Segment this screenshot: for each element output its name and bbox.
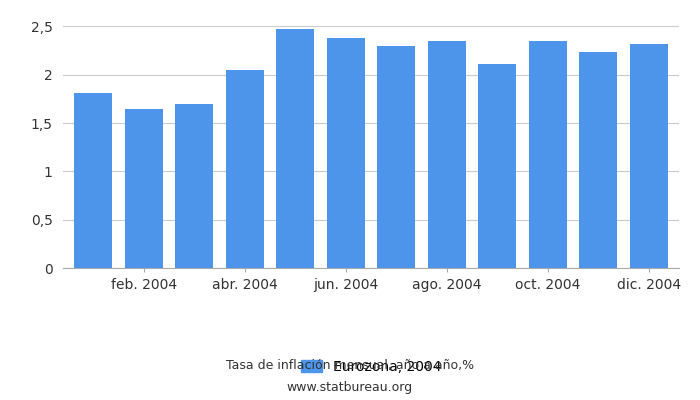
Bar (74, 93, 112, 268)
Bar (125, 109, 162, 268)
Bar (327, 38, 365, 268)
Bar (630, 44, 668, 268)
Text: www.statbureau.org: www.statbureau.org (287, 382, 413, 394)
Bar (428, 41, 466, 268)
Bar (377, 46, 415, 268)
Bar (528, 41, 567, 268)
Legend: Eurozona, 2004: Eurozona, 2004 (301, 360, 441, 374)
Text: Tasa de inflación mensual, año a año,%: Tasa de inflación mensual, año a año,% (226, 360, 474, 372)
Bar (175, 104, 214, 268)
Bar (580, 52, 617, 268)
Bar (276, 29, 314, 268)
Bar (478, 64, 516, 268)
Bar (226, 70, 264, 268)
